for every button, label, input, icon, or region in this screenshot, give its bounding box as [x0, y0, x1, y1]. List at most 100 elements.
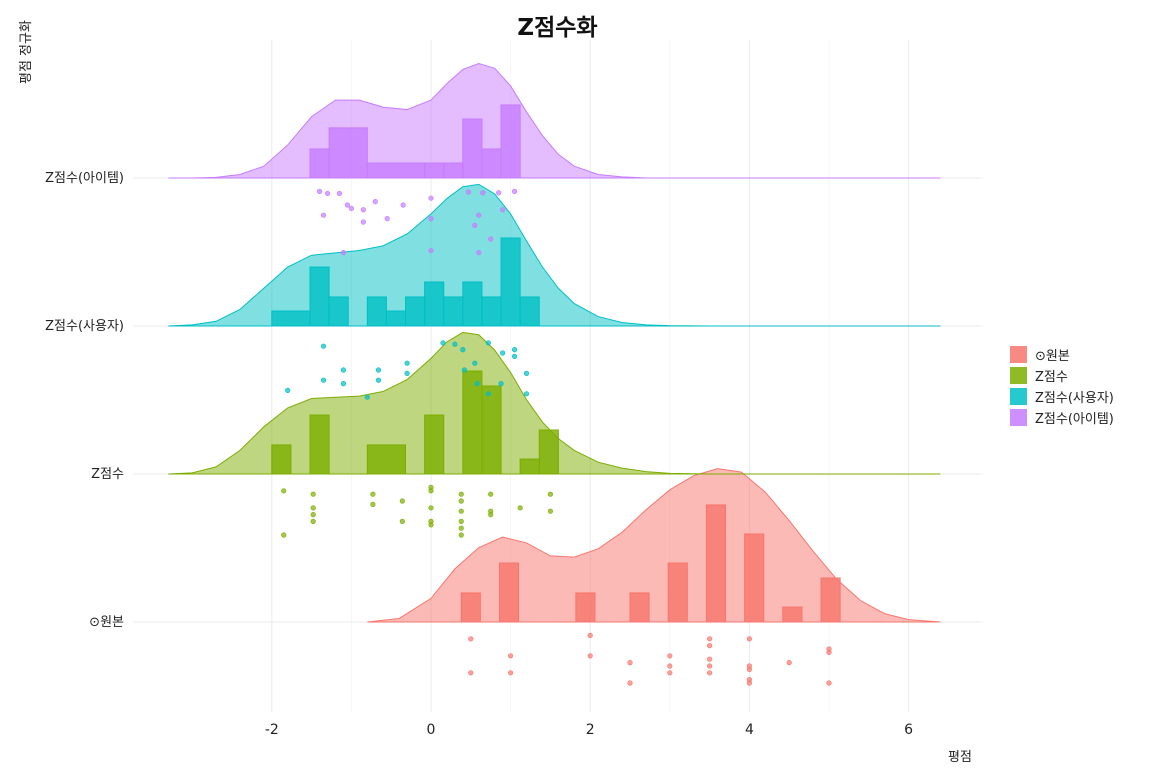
- density-ridge: [367, 468, 941, 623]
- rain-point: [360, 219, 366, 225]
- legend-label: Z점수(사용자): [1035, 390, 1114, 406]
- histogram-bar: [462, 370, 483, 475]
- rain-point: [428, 195, 434, 201]
- histogram-bar: [500, 237, 521, 327]
- histogram-bar: [366, 444, 407, 475]
- rain-point: [468, 636, 474, 642]
- rain-point: [826, 680, 832, 686]
- density-ridge: [168, 63, 941, 179]
- rain-point: [452, 341, 458, 347]
- histogram-bar: [462, 281, 483, 327]
- histogram-bar: [328, 296, 349, 327]
- histogram-bar: [667, 562, 688, 623]
- rain-point: [360, 207, 366, 213]
- histogram-bar: [366, 162, 426, 179]
- rain-point: [399, 518, 405, 525]
- rain-point: [786, 659, 792, 666]
- rain-point: [488, 511, 494, 518]
- rain-point: [320, 377, 327, 383]
- rain-point: [468, 670, 474, 676]
- rain-point: [667, 663, 673, 669]
- rain-point: [476, 250, 482, 256]
- rain-point: [472, 222, 478, 228]
- rain-point: [324, 190, 331, 197]
- rain-point: [496, 190, 502, 196]
- histogram-bar: [271, 444, 292, 475]
- rain-point: [428, 488, 434, 494]
- rain-point: [500, 350, 506, 356]
- histogram-bar: [519, 458, 540, 475]
- histogram-bar: [460, 592, 481, 623]
- rain-point: [375, 367, 382, 373]
- y-category-label: ⊙원본: [89, 615, 124, 630]
- rain-point: [340, 367, 347, 373]
- histogram-bar: [744, 533, 765, 623]
- rain-point: [474, 381, 480, 387]
- rain-point: [458, 498, 464, 504]
- rain-point: [667, 653, 673, 659]
- x-tick-label: 0: [427, 722, 436, 738]
- rain-point: [375, 377, 382, 383]
- histogram-bar: [538, 429, 559, 475]
- histogram-bar: [519, 296, 540, 327]
- legend-label: ⊙원본: [1035, 348, 1070, 364]
- rain-point: [336, 190, 343, 197]
- rain-point: [485, 340, 491, 346]
- rain-point: [706, 636, 713, 642]
- rain-point: [523, 370, 530, 377]
- rain-point: [746, 636, 753, 642]
- histogram-bar: [309, 414, 330, 475]
- x-axis-title: 평점: [948, 750, 972, 765]
- rain-point: [746, 680, 753, 686]
- histogram-bar: [328, 127, 368, 179]
- rain-point: [428, 247, 434, 254]
- rain-point: [706, 663, 713, 669]
- histogram-bar: [820, 577, 841, 623]
- histogram-bar: [443, 162, 464, 179]
- rain-point: [472, 360, 478, 366]
- rain-point: [511, 188, 518, 194]
- series-0: [367, 468, 941, 686]
- histogram-bar: [366, 296, 387, 327]
- legend-label: Z점수: [1035, 369, 1068, 385]
- rain-point: [399, 498, 405, 504]
- rain-point: [364, 394, 370, 400]
- rain-point: [281, 532, 287, 538]
- rain-point: [404, 360, 410, 366]
- histogram-bar: [629, 592, 650, 623]
- rain-point: [706, 670, 713, 676]
- raincloud-plot: -2 0 2 4 6 ⊙원본 Z점수 Z점수(사용자) Z점수(아이템): [45, 40, 982, 738]
- x-tick-label: 4: [745, 722, 754, 738]
- histogram-bar: [443, 296, 464, 327]
- rain-point: [485, 391, 491, 397]
- y-category-label: Z점수: [91, 467, 124, 482]
- rain-point: [310, 511, 316, 518]
- rain-point: [826, 649, 832, 656]
- chart-title: Z점수화: [517, 15, 598, 41]
- legend-swatch: [1010, 387, 1027, 405]
- rain-point: [310, 518, 316, 525]
- rain-point: [344, 202, 351, 208]
- legend-item: Z점수(사용자): [1010, 386, 1114, 406]
- rain-point: [480, 190, 486, 196]
- rain-point: [458, 525, 464, 531]
- rain-point: [547, 491, 554, 497]
- rain-point: [370, 491, 376, 497]
- legend-swatch: [1010, 345, 1027, 363]
- rain-point: [458, 532, 464, 538]
- x-tick-label: 6: [904, 722, 913, 738]
- histogram-bar: [498, 562, 520, 623]
- histogram-bar: [405, 296, 426, 327]
- rain-point: [517, 505, 523, 511]
- rain-point: [476, 212, 482, 218]
- series-3: [168, 63, 941, 256]
- rain-point: [458, 491, 464, 497]
- histogram-bar: [481, 385, 502, 475]
- rain-point: [340, 381, 347, 387]
- rain-point: [458, 518, 464, 525]
- rain-point: [404, 370, 410, 377]
- rain-point: [746, 666, 753, 673]
- rain-point: [460, 347, 466, 353]
- rain-point: [523, 391, 530, 397]
- rain-point: [706, 642, 713, 649]
